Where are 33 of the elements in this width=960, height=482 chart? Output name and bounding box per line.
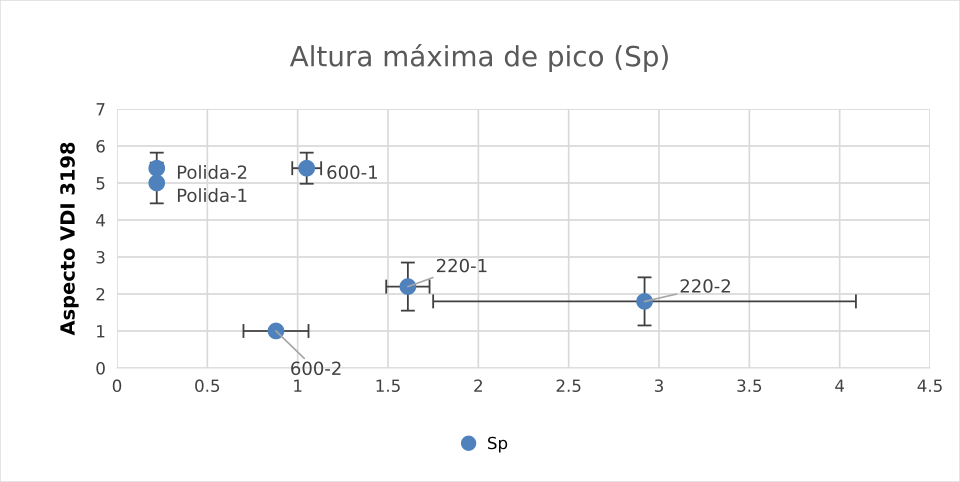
annotation: Polida-2 xyxy=(178,165,246,179)
y-tick-label: 2 xyxy=(96,288,104,300)
point xyxy=(148,160,166,177)
y-tick-label: 7 xyxy=(96,103,104,116)
y-axis-title: Aspecto VDI 3198 xyxy=(60,142,79,336)
annotation: 600-1 xyxy=(327,165,377,179)
annotation: 220-2 xyxy=(680,279,730,293)
point xyxy=(298,160,316,177)
point xyxy=(636,293,653,310)
y-tick-label: 0 xyxy=(96,362,105,375)
point xyxy=(148,174,166,192)
x-tick-label: 4.5 xyxy=(918,380,942,392)
y-tick-label: 1 xyxy=(97,325,104,338)
x-tick-label: 3 xyxy=(654,379,663,392)
x-tick-label: 0.5 xyxy=(195,379,220,392)
x-tick-label: 4 xyxy=(835,380,844,392)
legend-label: Sp xyxy=(488,436,508,453)
annotation: 220-1 xyxy=(436,258,486,272)
annotation: 600-2 xyxy=(291,361,341,376)
y-tick-label: 5 xyxy=(96,177,104,190)
annotation: Polida-1 xyxy=(178,188,246,202)
x-tick-label: 2 xyxy=(474,379,482,392)
chart-title: Altura máxima de pico (Sp) xyxy=(290,44,668,72)
x-tick-label: 1.5 xyxy=(376,380,400,392)
point xyxy=(268,322,284,340)
y-tick-label: 6 xyxy=(96,140,105,153)
y-tick-label: 4 xyxy=(96,214,105,226)
x-tick-label: 2.5 xyxy=(556,379,580,392)
x-tick-label: 3.5 xyxy=(737,379,762,392)
y-tick-label: 3 xyxy=(96,250,105,264)
x-tick-label: 0 xyxy=(112,379,122,392)
x-tick-label: 1 xyxy=(294,380,302,392)
point xyxy=(400,278,416,295)
